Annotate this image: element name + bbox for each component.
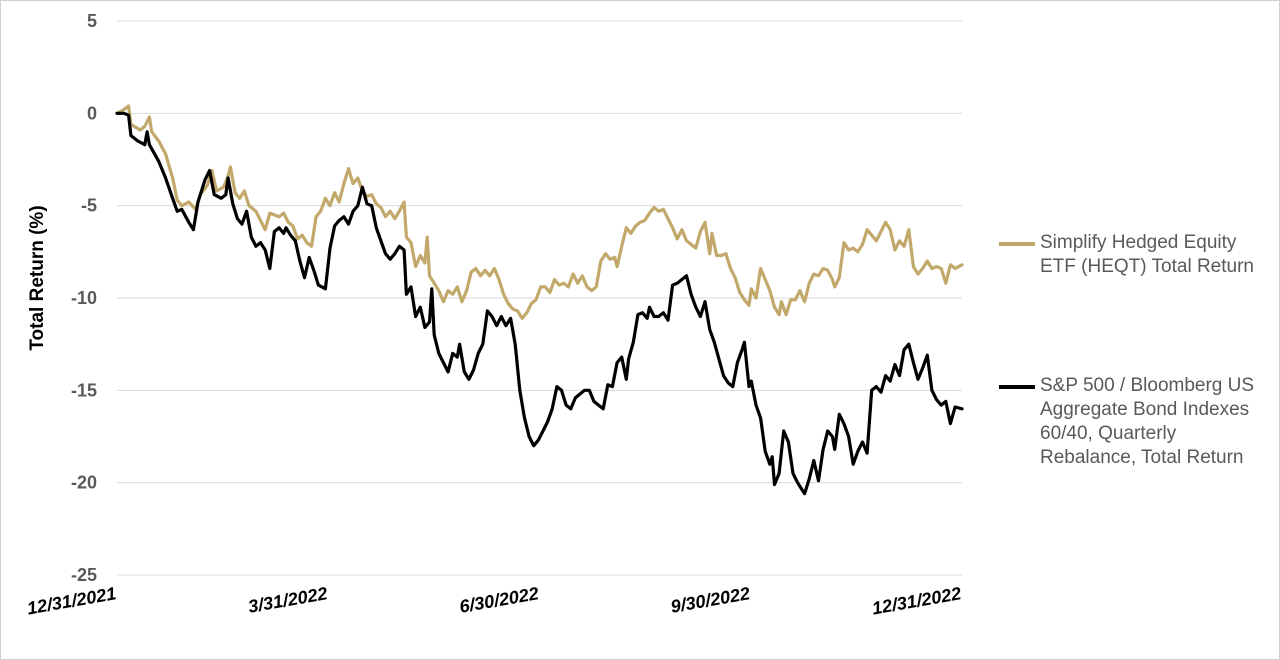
x-tick-label: 12/31/2021 (25, 583, 117, 618)
legend-label-6040: S&P 500 / Bloomberg US Aggregate Bond In… (1040, 375, 1255, 468)
y-tick-label: 0 (87, 103, 97, 123)
y-tick-label: -25 (71, 565, 97, 585)
x-tick-label: 6/30/2022 (458, 583, 540, 617)
y-tick-label: -10 (71, 288, 97, 308)
legend-item-6040: S&P 500 / Bloomberg US Aggregate Bond In… (999, 374, 1272, 470)
series-line-heqt (115, 104, 964, 320)
legend-swatch-heqt (999, 242, 1035, 246)
legend-label-heqt: Simplify Hedged Equity ETF (HEQT) Total … (1040, 232, 1254, 277)
legend-swatch-6040 (999, 385, 1035, 389)
y-tick-label: -20 (71, 473, 97, 493)
x-tick-label: 3/31/2022 (247, 583, 329, 617)
y-tick-label: -5 (81, 196, 97, 216)
series-line-6040 (115, 111, 964, 496)
x-tick-label: 12/31/2022 (870, 583, 962, 618)
x-tick-label: 9/30/2022 (669, 583, 751, 617)
y-axis-label: Total Return (%) (27, 205, 48, 350)
y-tick-label: -15 (71, 380, 97, 400)
y-tick-label: 5 (87, 11, 97, 31)
legend-item-heqt: Simplify Hedged Equity ETF (HEQT) Total … (999, 231, 1272, 279)
